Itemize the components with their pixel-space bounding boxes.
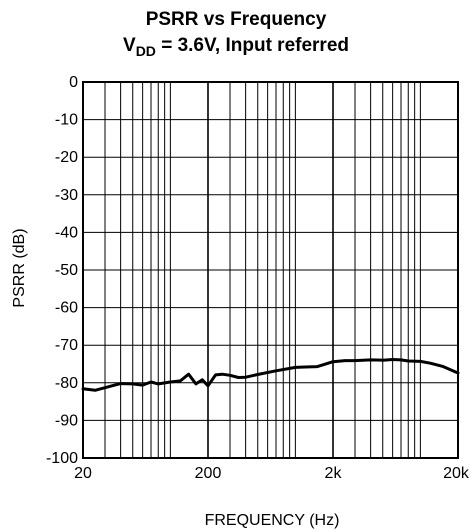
y-axis-label: PSRR (dB) — [11, 228, 28, 307]
x-tick-labels: 20 200 2k 20k — [74, 465, 470, 482]
chart-title-line1: PSRR vs Frequency — [146, 9, 327, 30]
y-tick-labels: 0 -10 -20 -30 -40 -50 -60 -70 -80 -90 -100 — [46, 74, 78, 467]
title-vdd-prefix: V — [123, 35, 136, 56]
title-line2-suffix: = 3.6V, Input referred — [156, 35, 349, 56]
y-tick-label: -10 — [55, 112, 78, 129]
y-tick-label: -20 — [55, 149, 78, 166]
title-vdd-subscript: DD — [136, 43, 156, 59]
y-tick-label: -90 — [55, 412, 78, 429]
x-tick-label: 20k — [443, 465, 470, 482]
series-layer — [81, 358, 460, 392]
y-tick-label: 0 — [69, 74, 78, 91]
x-axis-label: FREQUENCY (Hz) — [205, 512, 340, 529]
y-tick-label: -40 — [55, 224, 78, 241]
plot-frame — [82, 81, 459, 459]
y-tick-label: -50 — [55, 262, 78, 279]
grid-lines — [82, 81, 459, 459]
y-tick-label: -80 — [55, 375, 78, 392]
chart-title-line2: VDD = 3.6V, Input referred — [123, 35, 349, 59]
y-tick-label: -70 — [55, 337, 78, 354]
y-tick-label: -30 — [55, 187, 78, 204]
psrr-series-line — [81, 358, 460, 392]
y-tick-label: -60 — [55, 300, 78, 317]
x-tick-label: 200 — [195, 465, 222, 482]
x-tick-label: 2k — [325, 465, 343, 482]
x-tick-label: 20 — [74, 465, 92, 482]
y-tick-label: -100 — [46, 450, 78, 467]
